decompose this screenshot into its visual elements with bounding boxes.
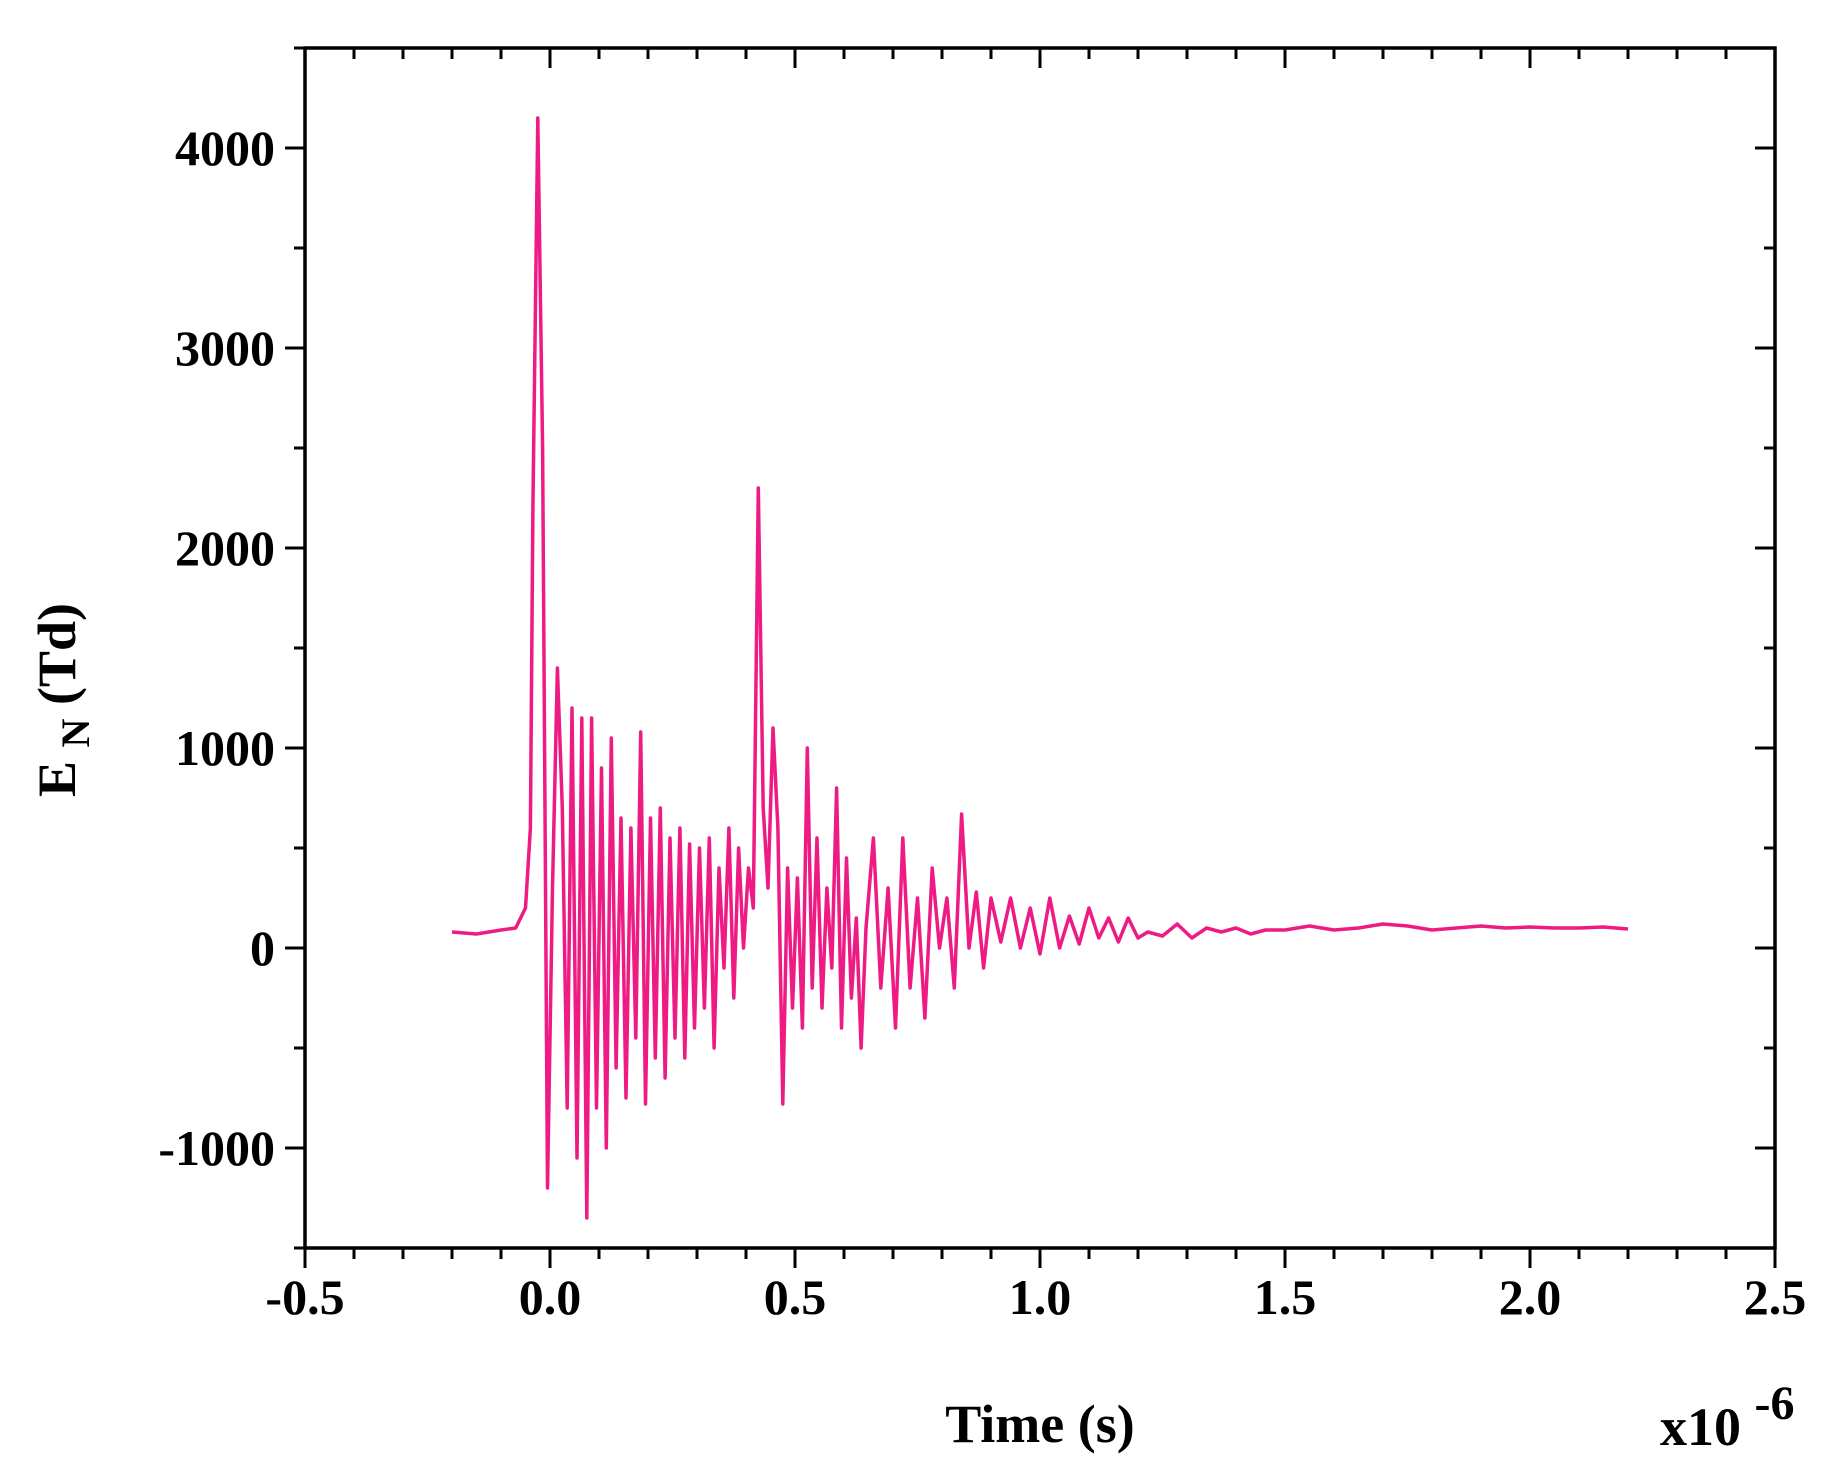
plot-axes <box>303 46 1777 1250</box>
x-tick-label: 0.0 <box>519 1269 582 1325</box>
x-tick-label: 0.5 <box>764 1269 827 1325</box>
x-tick-label: 1.5 <box>1254 1269 1317 1325</box>
series-group <box>451 116 1629 1220</box>
y-tick-label: 3000 <box>175 320 275 376</box>
x-multiplier-exponent: -6 <box>1755 1377 1795 1430</box>
x-tick-label: 2.5 <box>1744 1269 1807 1325</box>
y-axis-title-unit: (Td) <box>27 603 87 705</box>
y-tick-label: 1000 <box>175 720 275 776</box>
x-axis-title: Time (s) <box>945 1394 1134 1454</box>
x-multiplier-base: x10 <box>1660 1397 1741 1457</box>
y-axis-title-main: E <box>27 761 87 797</box>
y-tick-label: 0 <box>250 920 275 976</box>
x-tick-labels: -0.5 0.0 0.5 1.0 1.5 2.0 2.5 <box>265 1269 1806 1325</box>
y-axis-title-subscript: N <box>53 718 98 747</box>
y-tick-label: -1000 <box>158 1120 275 1176</box>
plot-frame <box>303 46 1777 1250</box>
series-line <box>451 116 1629 1220</box>
y-tick-label: 4000 <box>175 120 275 176</box>
y-tick-labels: -1000 0 1000 2000 3000 4000 <box>158 120 275 1176</box>
x-tick-label: -0.5 <box>265 1269 344 1325</box>
y-tick-label: 2000 <box>175 520 275 576</box>
x-tick-label: 1.0 <box>1009 1269 1072 1325</box>
y-axis-title: E N (Td) <box>27 603 101 797</box>
x-axis-multiplier: x10 -6 <box>1660 1377 1794 1457</box>
x-tick-label: 2.0 <box>1499 1269 1562 1325</box>
tick-marks <box>285 46 1777 1268</box>
